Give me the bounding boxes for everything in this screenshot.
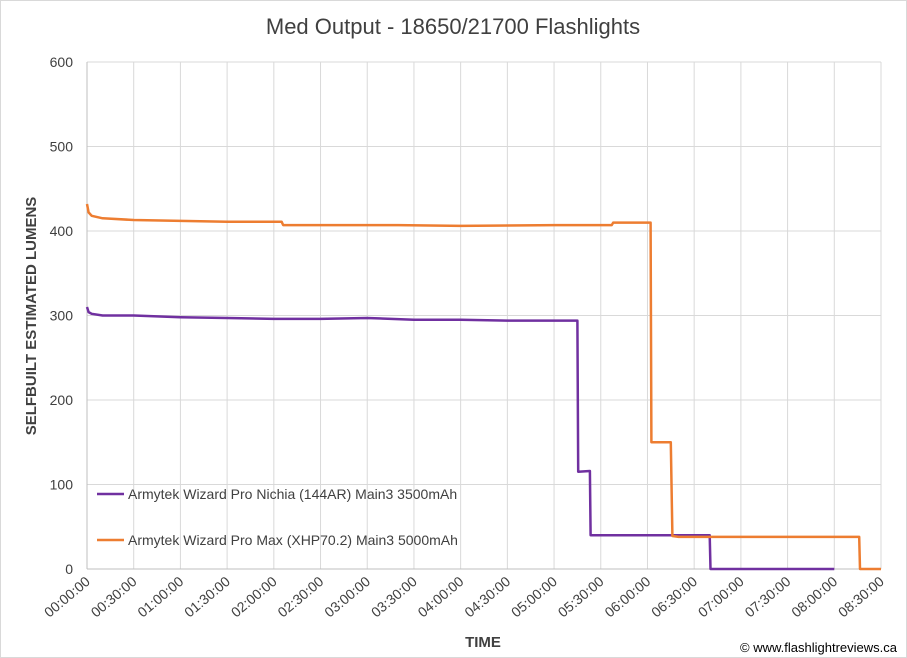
y-axis-label: SELFBUILT ESTIMATED LUMENS [23, 197, 40, 436]
x-tick-label: 00:00:00 [41, 573, 93, 620]
x-tick-label: 05:30:00 [555, 573, 607, 620]
series-line-1 [85, 306, 835, 571]
x-tick-label: 01:30:00 [181, 573, 233, 620]
x-tick-label: 00:30:00 [88, 573, 140, 620]
x-tick-label: 04:30:00 [461, 573, 513, 620]
x-tick-label: 01:00:00 [134, 573, 186, 620]
x-tick-label: 08:00:00 [788, 573, 840, 620]
y-tick-label: 500 [50, 139, 74, 155]
legend-label-2: Armytek Wizard Pro Max (XHP70.2) Main3 5… [128, 532, 458, 548]
x-tick-label: 05:00:00 [508, 573, 560, 620]
x-tick-label: 02:30:00 [274, 573, 326, 620]
y-tick-label: 600 [50, 54, 74, 70]
x-tick-label: 04:00:00 [415, 573, 467, 620]
gridlines [86, 61, 882, 570]
y-axis: 0 100 200 300 400 500 600 [50, 54, 74, 577]
series-line-2 [85, 203, 881, 571]
x-tick-label: 02:00:00 [228, 573, 280, 620]
legend: Armytek Wizard Pro Nichia (144AR) Main3 … [97, 486, 458, 548]
x-tick-label: 06:00:00 [601, 573, 653, 620]
plot-lines [85, 203, 881, 571]
x-tick-label: 07:30:00 [741, 573, 793, 620]
y-tick-label: 400 [50, 223, 74, 239]
y-tick-label: 0 [65, 561, 73, 577]
y-tick-label: 200 [50, 392, 74, 408]
legend-label-1: Armytek Wizard Pro Nichia (144AR) Main3 … [128, 486, 457, 502]
x-axis: 00:00:0000:30:0001:00:0001:30:0002:00:00… [41, 573, 887, 620]
x-tick-label: 03:00:00 [321, 573, 373, 620]
x-tick-label: 03:30:00 [368, 573, 420, 620]
x-tick-label: 06:30:00 [648, 573, 700, 620]
y-tick-label: 300 [50, 308, 74, 324]
copyright-text: © www.flashlightreviews.ca [740, 640, 898, 655]
x-tick-label: 08:30:00 [835, 573, 887, 620]
chart-title: Med Output - 18650/21700 Flashlights [266, 14, 640, 39]
x-axis-label: TIME [465, 634, 501, 651]
x-tick-label: 07:00:00 [695, 573, 747, 620]
y-tick-label: 100 [50, 477, 74, 493]
